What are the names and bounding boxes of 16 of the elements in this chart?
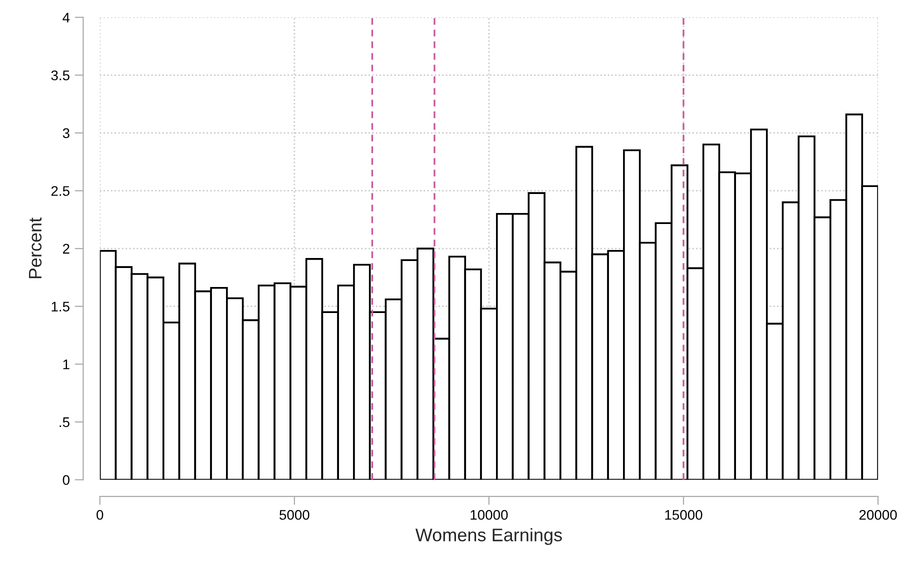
y-axis-title: Percent bbox=[28, 218, 42, 278]
y-tick-label: 2 bbox=[62, 244, 70, 254]
x-tick-label: 0 bbox=[96, 510, 104, 520]
x-tick-label: 15000 bbox=[665, 510, 702, 520]
x-tick-label: 10000 bbox=[470, 510, 508, 520]
y-tick-label: 3.5 bbox=[51, 70, 70, 80]
y-tick-label: 0 bbox=[62, 475, 70, 485]
y-tick-label: 2.5 bbox=[51, 186, 70, 196]
x-axis-title: Womens Earnings bbox=[415, 528, 562, 545]
x-tick-label: 20000 bbox=[859, 510, 897, 520]
y-tick-label: 3 bbox=[62, 128, 70, 138]
y-tick-label: 1 bbox=[63, 360, 70, 370]
y-tick-label: .5 bbox=[60, 417, 70, 428]
y-tick-label: 1.5 bbox=[52, 302, 70, 312]
y-tick-label: 4 bbox=[62, 12, 70, 22]
x-tick-label: 5000 bbox=[280, 510, 310, 520]
